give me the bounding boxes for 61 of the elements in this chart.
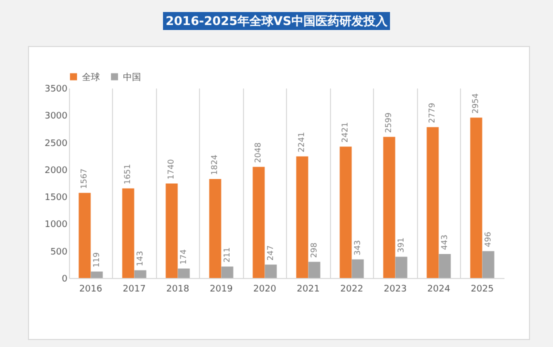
x-tick-label: 2020 bbox=[253, 284, 276, 294]
bar bbox=[122, 188, 134, 278]
bar bbox=[221, 266, 234, 278]
bar bbox=[252, 166, 265, 278]
bar bbox=[340, 146, 352, 278]
x-tick-label: 2016 bbox=[79, 284, 102, 294]
x-tick-label: 2023 bbox=[384, 284, 407, 294]
x-tick-label: 2024 bbox=[427, 284, 450, 294]
bar bbox=[264, 264, 277, 278]
data-label: 119 bbox=[92, 252, 101, 268]
bar bbox=[482, 251, 494, 278]
bar bbox=[178, 268, 190, 278]
bar bbox=[90, 272, 103, 278]
data-label: 496 bbox=[483, 232, 492, 248]
y-tick-label: 1000 bbox=[44, 220, 68, 230]
y-tick-label: 1500 bbox=[44, 193, 68, 204]
bar bbox=[134, 270, 146, 278]
bar bbox=[395, 256, 408, 278]
y-tick-label: 0 bbox=[62, 274, 68, 284]
data-label: 211 bbox=[222, 247, 232, 263]
bar bbox=[308, 262, 320, 278]
bar bbox=[438, 254, 451, 278]
data-label: 1567 bbox=[80, 168, 89, 189]
data-label: 2779 bbox=[428, 102, 437, 124]
y-tick-label: 2000 bbox=[44, 166, 68, 176]
data-label: 247 bbox=[266, 245, 275, 261]
x-tick-label: 2022 bbox=[340, 284, 364, 294]
data-label: 2048 bbox=[254, 142, 263, 163]
x-tick-label: 2017 bbox=[122, 284, 146, 294]
data-label: 1740 bbox=[166, 159, 176, 180]
data-label: 174 bbox=[178, 249, 188, 265]
chart-title: 2016-2025年全球VS中国医药研发投入 bbox=[163, 12, 390, 30]
data-label: 298 bbox=[309, 242, 318, 258]
bar bbox=[209, 178, 222, 278]
x-tick-label: 2018 bbox=[166, 284, 190, 294]
x-tick-label: 2025 bbox=[470, 284, 494, 294]
legend-label: 中国 bbox=[123, 72, 141, 83]
bar bbox=[383, 136, 396, 278]
x-tick-label: 2021 bbox=[296, 284, 320, 294]
bar bbox=[426, 127, 439, 278]
data-label: 2421 bbox=[340, 122, 350, 143]
data-label: 391 bbox=[396, 237, 406, 253]
legend-label: 全球 bbox=[82, 72, 100, 83]
y-tick-label: 3500 bbox=[44, 84, 68, 94]
y-tick-label: 2500 bbox=[44, 138, 68, 149]
data-label: 1824 bbox=[210, 154, 220, 175]
bar bbox=[352, 259, 364, 278]
y-tick-label: 3000 bbox=[44, 112, 68, 122]
x-tick-label: 2019 bbox=[210, 284, 233, 294]
bar bbox=[470, 118, 482, 278]
data-label: 343 bbox=[352, 240, 362, 256]
bar bbox=[78, 192, 91, 278]
data-label: 2599 bbox=[384, 112, 394, 133]
data-label: 443 bbox=[440, 234, 449, 250]
data-label: 2954 bbox=[471, 93, 480, 114]
data-label: 1651 bbox=[123, 164, 132, 184]
data-label: 143 bbox=[135, 250, 144, 266]
data-label: 2241 bbox=[297, 132, 306, 152]
y-tick-label: 500 bbox=[50, 247, 68, 258]
bar bbox=[166, 184, 178, 278]
bar bbox=[296, 156, 308, 278]
